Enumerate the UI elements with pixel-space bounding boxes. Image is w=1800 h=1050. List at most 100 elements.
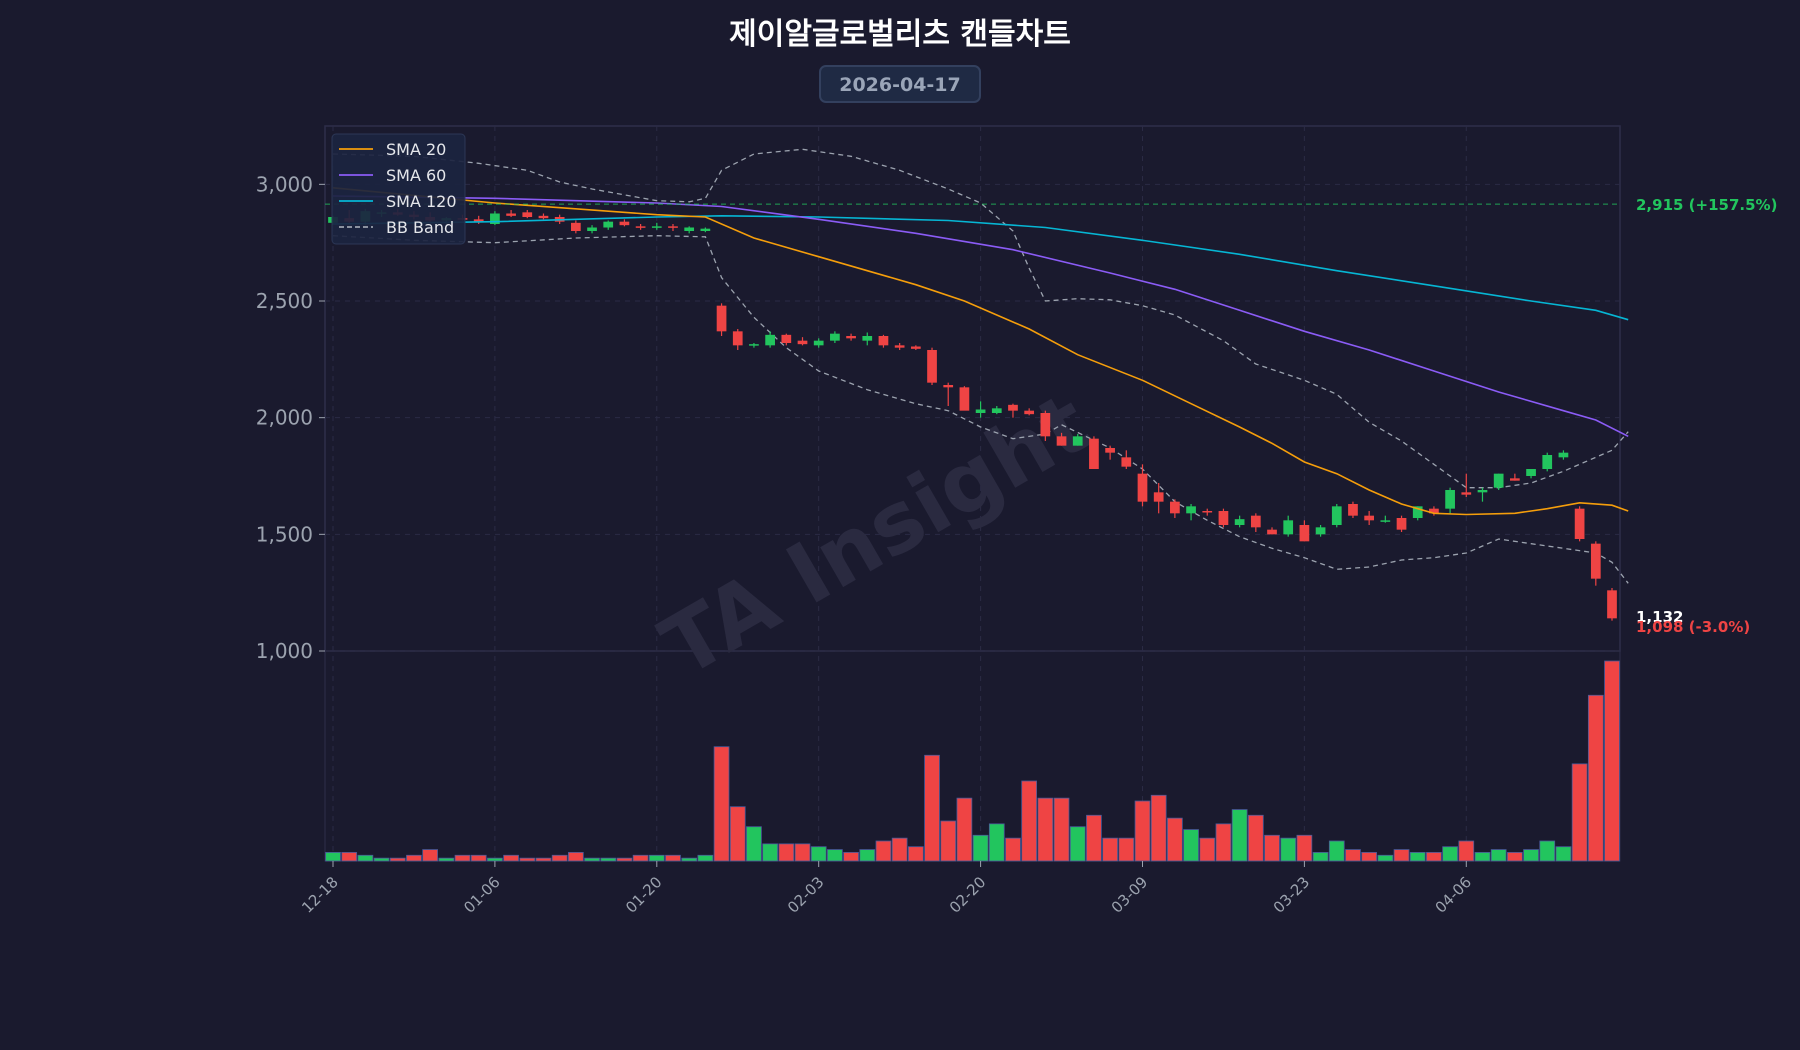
volume-bar [794, 843, 811, 862]
y-axis: 3,000 2,500 2,000 1,500 1,000 [256, 172, 325, 663]
volume-bar [1280, 837, 1297, 862]
volume-bar [1604, 660, 1620, 862]
x-tick-label: 02-20 [946, 873, 990, 917]
candle-body [1299, 525, 1310, 542]
volume-bar [665, 854, 681, 862]
volume-bar [1458, 840, 1475, 862]
volume-bar [1296, 834, 1313, 862]
y-tick-label: 3,000 [256, 172, 313, 196]
volume-bar [1150, 794, 1167, 862]
candle-body [1250, 515, 1261, 528]
volume-bar [1167, 817, 1183, 862]
candle-body [1493, 473, 1504, 488]
bb-upper-line [332, 148, 1629, 489]
volume-bar [1523, 849, 1539, 862]
candle-body [1607, 590, 1617, 619]
volume-bar [1086, 814, 1102, 862]
candle-body [635, 226, 646, 228]
volume-bar [325, 852, 341, 862]
date-badge-text: 2026-04-17 [839, 74, 961, 96]
grid [325, 126, 1620, 861]
candle-body [1574, 508, 1585, 539]
candle-body [1558, 452, 1569, 458]
legend-label-sma20: SMA 20 [386, 140, 446, 159]
candle-body [1008, 404, 1018, 411]
volume-bar [762, 843, 778, 862]
volume-bar [341, 852, 358, 862]
candle-body [765, 334, 775, 346]
candle-body [522, 212, 533, 217]
sma60-line [332, 195, 1629, 438]
candle-body [1089, 438, 1099, 469]
moving-averages [332, 187, 1629, 516]
sma20-line [332, 187, 1629, 516]
candle-body [538, 215, 549, 219]
volume-bar [1345, 849, 1361, 862]
volume-bar [568, 852, 584, 862]
volume-bar [470, 854, 487, 862]
candle-body [668, 226, 678, 228]
volume-bar [1118, 837, 1135, 862]
volume-bar [1539, 840, 1556, 862]
legend-label-bb: BB Band [386, 218, 454, 237]
volume-bar [891, 837, 908, 862]
candle-body [862, 336, 873, 341]
volume-bar [487, 857, 503, 862]
volume-bar [924, 754, 940, 862]
candle-body [700, 228, 711, 231]
volume-bar [648, 854, 665, 862]
volume-bar [600, 857, 617, 862]
volume-bars [325, 660, 1620, 862]
volume-bar [1571, 763, 1588, 862]
y-tick-label: 2,500 [256, 289, 313, 313]
volume-bar [1005, 837, 1021, 862]
candle-body [1121, 457, 1132, 467]
candle-body [1526, 469, 1536, 476]
change-label: 1,098 (-3.0%) [1636, 618, 1750, 636]
volume-bar [810, 846, 827, 862]
x-tick-label: 02-03 [784, 873, 828, 917]
candle-body [1315, 527, 1326, 535]
volume-bar [1053, 797, 1070, 862]
volume-bar [1587, 694, 1604, 862]
y-tick-label: 2,000 [256, 406, 313, 430]
volume-bar [438, 857, 455, 862]
x-tick-label: 12-18 [298, 873, 342, 917]
candle-body [1445, 490, 1455, 509]
volume-bar [1183, 829, 1199, 862]
candle-body [1380, 520, 1391, 522]
candle-body [1234, 519, 1245, 525]
candle-body [1331, 506, 1342, 525]
volume-bar [1199, 837, 1216, 862]
volume-bar [988, 823, 1005, 862]
candles [328, 208, 1617, 621]
candle-body [1429, 508, 1439, 514]
volume-bar [454, 854, 471, 862]
candle-body [959, 387, 970, 411]
volume-bar [373, 857, 390, 862]
volume-bar [357, 854, 374, 862]
volume-bar [827, 849, 843, 862]
volume-bar [551, 854, 568, 862]
volume-bar [1231, 809, 1248, 862]
legend: SMA 20 SMA 60 SMA 120 BB Band [331, 133, 466, 245]
y-tick-label: 1,500 [256, 522, 313, 546]
candle-body [619, 221, 630, 226]
candle-body [1510, 478, 1520, 481]
candle-body [749, 344, 759, 346]
candle-body [991, 408, 1002, 413]
candle-body [1072, 436, 1083, 446]
volume-bar [535, 857, 552, 862]
volume-bar [519, 857, 536, 862]
volume-bar [1555, 846, 1572, 862]
date-badge: 2026-04-17 [819, 65, 981, 103]
volume-bar [1102, 837, 1118, 862]
volume-bar [778, 843, 795, 862]
volume-bar [1328, 840, 1345, 862]
candle-body [587, 227, 597, 231]
volume-bar [1037, 797, 1054, 862]
candle-body [506, 213, 516, 216]
candle-body [1024, 410, 1035, 415]
candle-body [975, 409, 986, 413]
